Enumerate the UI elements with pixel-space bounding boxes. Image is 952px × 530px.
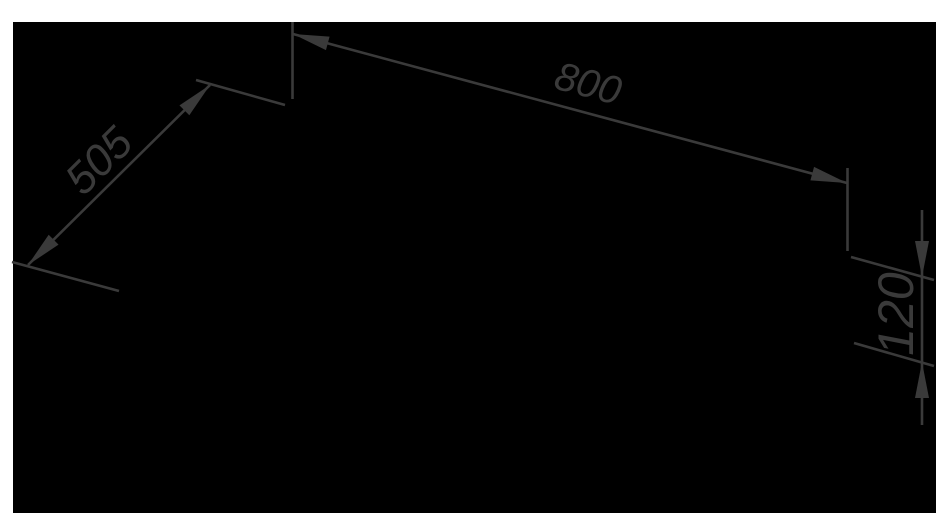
arrowhead-120-2 (915, 362, 929, 398)
dimension-line-505 (27, 84, 211, 266)
dimension-line-800 (292, 32, 848, 185)
extension-line-505-2 (11, 260, 120, 293)
drawing-canvas (13, 22, 936, 513)
arrowhead-505-start (28, 234, 59, 265)
arrowhead-120-1 (915, 241, 929, 277)
arrowhead-505-end (179, 85, 210, 116)
extension-line-120-2 (853, 341, 935, 368)
extension-line-120-1 (850, 255, 935, 282)
dimension-label-120: 120 (868, 272, 924, 356)
extension-line-505-1 (195, 78, 286, 107)
arrowhead-800-end (810, 166, 847, 183)
arrowhead-800-start (293, 34, 330, 51)
